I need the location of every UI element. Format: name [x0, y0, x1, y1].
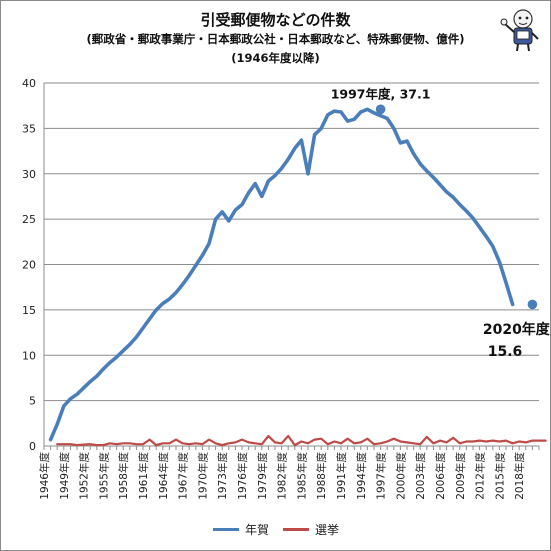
series-line-senkyo: [56, 434, 547, 447]
x-tick-label: 1958年度: [117, 452, 130, 500]
legend-label-senkyo: 選挙: [315, 523, 340, 537]
legend-label-nenga: 年賀: [245, 523, 270, 537]
y-tick-label: 15: [22, 304, 36, 317]
legend-item-senkyo: 選挙: [283, 521, 339, 538]
x-tick-label: 1967年度: [177, 452, 190, 500]
data-point-marker: [375, 104, 386, 115]
x-tick-label: 1985年度: [295, 452, 308, 500]
chart-subtitle-years: (1946年度以降): [231, 51, 320, 65]
x-tick-label: 2015年度: [493, 452, 506, 500]
x-tick-label: 1997年度: [375, 452, 388, 500]
x-tick-label: 1952年度: [78, 452, 91, 500]
chart-legend: 年賀 選挙: [0, 521, 551, 537]
y-tick-label: 0: [29, 440, 36, 453]
y-tick-label: 35: [22, 122, 36, 135]
chart-title: 引受郵便物などの件数: [200, 11, 351, 29]
y-tick-label: 10: [22, 349, 36, 362]
x-tick-label: 1976年度: [236, 452, 249, 500]
x-tick-label: 1961年度: [137, 452, 150, 500]
x-tick-label: 1970年度: [196, 452, 209, 500]
x-tick-label: 1949年度: [58, 452, 71, 500]
data-point-marker: [527, 299, 538, 310]
x-tick-label: 2003年度: [414, 452, 427, 500]
data-label: 15.6: [488, 344, 523, 360]
legend-swatch-senkyo: [283, 528, 309, 531]
legend-item-nenga: 年賀: [213, 521, 269, 538]
x-tick-label: 1991年度: [335, 452, 348, 500]
x-tick-label: 1973年度: [216, 452, 229, 500]
x-tick-label: 1946年度: [38, 452, 51, 500]
legend-swatch-nenga: [213, 528, 239, 531]
data-label: 1997年度, 37.1: [331, 86, 431, 101]
x-tick-label: 2000年度: [394, 452, 407, 500]
x-tick-label: 1994年度: [355, 452, 368, 500]
x-tick-label: 2006年度: [434, 452, 447, 500]
data-label: 2020年度,: [483, 321, 551, 338]
series-line-nenga: [48, 107, 515, 442]
x-tick-label: 1982年度: [276, 452, 289, 500]
x-tick-label: 1964年度: [157, 452, 170, 500]
x-tick-label: 2009年度: [454, 452, 467, 500]
y-tick-label: 5: [29, 395, 36, 408]
y-tick-label: 30: [22, 168, 36, 181]
x-tick-label: 1979年度: [256, 452, 269, 500]
x-tick-label: 1955年度: [97, 452, 110, 500]
y-tick-label: 40: [22, 77, 36, 90]
chart-subtitle: (郵政省・郵政事業庁・日本郵政公社・日本郵政など、特殊郵便物、億件): [86, 32, 465, 46]
y-tick-label: 25: [22, 213, 36, 226]
y-tick-label: 20: [22, 259, 36, 272]
x-tick-label: 2018年度: [513, 452, 526, 500]
x-tick-label: 1988年度: [315, 452, 328, 500]
x-tick-label: 2012年度: [474, 452, 487, 500]
mascot-logo-icon: [500, 9, 539, 52]
